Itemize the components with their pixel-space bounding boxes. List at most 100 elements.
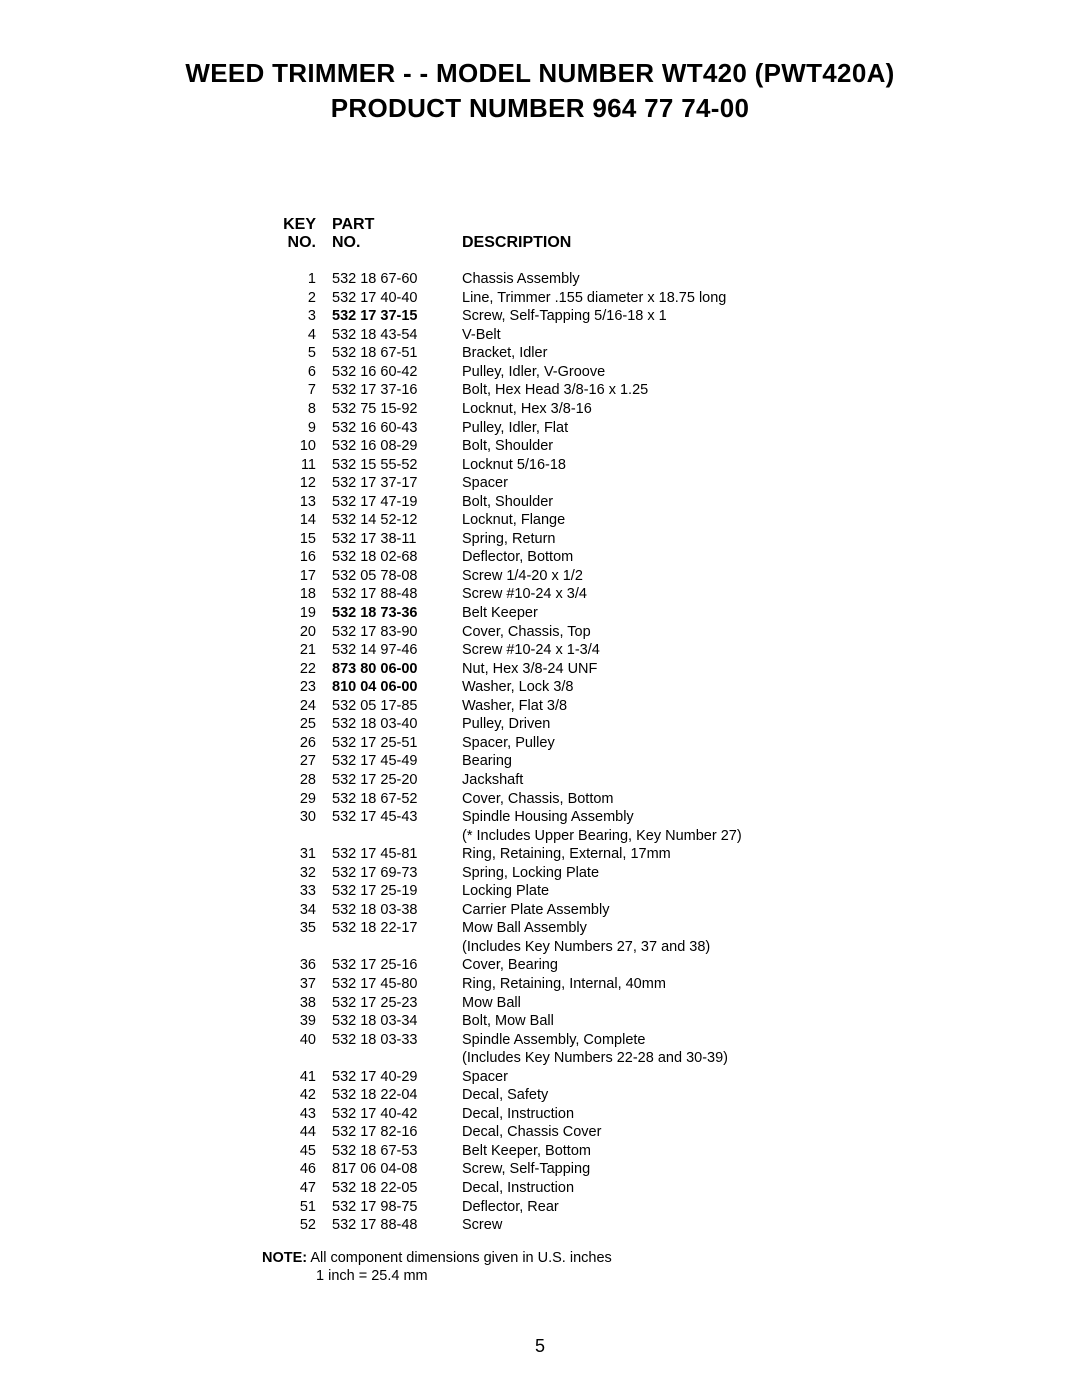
- header-part-top: PART: [332, 216, 442, 234]
- cell-key: 23: [262, 678, 322, 697]
- cell-key: 17: [262, 567, 322, 586]
- cell-part: 532 17 25-20: [322, 771, 442, 790]
- cell-part: 532 17 25-51: [322, 734, 442, 753]
- title-line-2: PRODUCT NUMBER 964 77 74-00: [0, 91, 1080, 126]
- cell-description: Spring, Return: [442, 530, 962, 549]
- table-row: 18532 17 88-48Screw #10-24 x 3/4: [262, 585, 962, 604]
- header-key-bottom: NO.: [288, 234, 316, 251]
- cell-part: 817 06 04-08: [322, 1160, 442, 1179]
- table-row: 24532 05 17-85Washer, Flat 3/8: [262, 697, 962, 716]
- cell-description: Cover, Chassis, Top: [442, 623, 962, 642]
- table-row: 33532 17 25-19Locking Plate: [262, 882, 962, 901]
- cell-key: 30: [262, 808, 322, 827]
- cell-key: 16: [262, 548, 322, 567]
- cell-part: [322, 1049, 442, 1068]
- cell-key: 35: [262, 919, 322, 938]
- cell-part: 532 18 03-40: [322, 715, 442, 734]
- table-row: 11532 15 55-52Locknut 5/16-18: [262, 456, 962, 475]
- cell-description: Bolt, Hex Head 3/8-16 x 1.25: [442, 381, 962, 400]
- cell-part: 810 04 06-00: [322, 678, 442, 697]
- table-row: 15532 17 38-11Spring, Return: [262, 530, 962, 549]
- table-row: 39532 18 03-34Bolt, Mow Ball: [262, 1012, 962, 1031]
- table-row: 46817 06 04-08Screw, Self-Tapping: [262, 1160, 962, 1179]
- cell-part: 532 75 15-92: [322, 400, 442, 419]
- cell-key: 1: [262, 270, 322, 289]
- cell-description: Screw #10-24 x 1-3/4: [442, 641, 962, 660]
- cell-part: 532 18 03-33: [322, 1031, 442, 1050]
- table-row: 1532 18 67-60Chassis Assembly: [262, 270, 962, 289]
- cell-description: Spring, Locking Plate: [442, 864, 962, 883]
- cell-description: Nut, Hex 3/8-24 UNF: [442, 660, 962, 679]
- table-row: 13532 17 47-19Bolt, Shoulder: [262, 493, 962, 512]
- cell-part: 532 15 55-52: [322, 456, 442, 475]
- cell-key: 20: [262, 623, 322, 642]
- note-line-2: 1 inch = 25.4 mm: [262, 1267, 1080, 1286]
- cell-key: 31: [262, 845, 322, 864]
- cell-key: 40: [262, 1031, 322, 1050]
- cell-description: Bolt, Mow Ball: [442, 1012, 962, 1031]
- table-row: (Includes Key Numbers 22-28 and 30-39): [262, 1049, 962, 1068]
- table-header-row: KEY NO. PART NO. DESCRIPTION: [262, 216, 962, 252]
- cell-part: 532 18 73-36: [322, 604, 442, 623]
- cell-part: 532 17 37-16: [322, 381, 442, 400]
- cell-description: Locking Plate: [442, 882, 962, 901]
- table-row: 31532 17 45-81Ring, Retaining, External,…: [262, 845, 962, 864]
- table-row: 7532 17 37-16Bolt, Hex Head 3/8-16 x 1.2…: [262, 381, 962, 400]
- cell-description: Decal, Safety: [442, 1086, 962, 1105]
- cell-part: 532 17 98-75: [322, 1198, 442, 1217]
- cell-key: 19: [262, 604, 322, 623]
- table-row: 37532 17 45-80Ring, Retaining, Internal,…: [262, 975, 962, 994]
- cell-description: Ring, Retaining, External, 17mm: [442, 845, 962, 864]
- cell-part: 532 05 17-85: [322, 697, 442, 716]
- cell-part: 532 17 47-19: [322, 493, 442, 512]
- table-row: 23810 04 06-00Washer, Lock 3/8: [262, 678, 962, 697]
- table-row: 9532 16 60-43Pulley, Idler, Flat: [262, 419, 962, 438]
- cell-description: Line, Trimmer .155 diameter x 18.75 long: [442, 289, 962, 308]
- cell-key: 4: [262, 326, 322, 345]
- table-row: 52532 17 88-48Screw: [262, 1216, 962, 1235]
- table-row: 22873 80 06-00Nut, Hex 3/8-24 UNF: [262, 660, 962, 679]
- table-row: 36532 17 25-16Cover, Bearing: [262, 956, 962, 975]
- note-line-1: NOTE: All component dimensions given in …: [262, 1249, 1080, 1268]
- cell-key: [262, 1049, 322, 1068]
- cell-part: 532 18 22-05: [322, 1179, 442, 1198]
- cell-description: Deflector, Rear: [442, 1198, 962, 1217]
- cell-description: Pulley, Idler, V-Groove: [442, 363, 962, 382]
- cell-part: 532 05 78-08: [322, 567, 442, 586]
- table-row: 6532 16 60-42Pulley, Idler, V-Groove: [262, 363, 962, 382]
- cell-description: Decal, Chassis Cover: [442, 1123, 962, 1142]
- cell-description: Pulley, Idler, Flat: [442, 419, 962, 438]
- table-row: 30532 17 45-43Spindle Housing Assembly: [262, 808, 962, 827]
- cell-key: 44: [262, 1123, 322, 1142]
- cell-part: [322, 827, 442, 846]
- cell-description: Locknut, Hex 3/8-16: [442, 400, 962, 419]
- title-block: WEED TRIMMER - - MODEL NUMBER WT420 (PWT…: [0, 56, 1080, 126]
- cell-key: 13: [262, 493, 322, 512]
- table-row: 16532 18 02-68Deflector, Bottom: [262, 548, 962, 567]
- cell-description: Mow Ball Assembly: [442, 919, 962, 938]
- cell-description: Screw: [442, 1216, 962, 1235]
- cell-description: Washer, Lock 3/8: [442, 678, 962, 697]
- cell-description: Pulley, Driven: [442, 715, 962, 734]
- cell-description: Bearing: [442, 752, 962, 771]
- cell-part: 532 17 45-80: [322, 975, 442, 994]
- cell-key: 5: [262, 344, 322, 363]
- cell-part: 532 17 69-73: [322, 864, 442, 883]
- cell-description: Deflector, Bottom: [442, 548, 962, 567]
- cell-key: 22: [262, 660, 322, 679]
- table-row: 41532 17 40-29Spacer: [262, 1068, 962, 1087]
- cell-part: 532 18 43-54: [322, 326, 442, 345]
- table-row: 40532 18 03-33Spindle Assembly, Complete: [262, 1031, 962, 1050]
- cell-description: Screw 1/4-20 x 1/2: [442, 567, 962, 586]
- cell-part: 873 80 06-00: [322, 660, 442, 679]
- title-line-1: WEED TRIMMER - - MODEL NUMBER WT420 (PWT…: [0, 56, 1080, 91]
- header-key-top: KEY: [262, 216, 316, 234]
- table-row: 35532 18 22-17Mow Ball Assembly: [262, 919, 962, 938]
- cell-key: 26: [262, 734, 322, 753]
- table-row: 34532 18 03-38Carrier Plate Assembly: [262, 901, 962, 920]
- cell-key: 39: [262, 1012, 322, 1031]
- cell-description: Cover, Bearing: [442, 956, 962, 975]
- cell-description: Belt Keeper: [442, 604, 962, 623]
- table-row: (Includes Key Numbers 27, 37 and 38): [262, 938, 962, 957]
- table-row: 44532 17 82-16Decal, Chassis Cover: [262, 1123, 962, 1142]
